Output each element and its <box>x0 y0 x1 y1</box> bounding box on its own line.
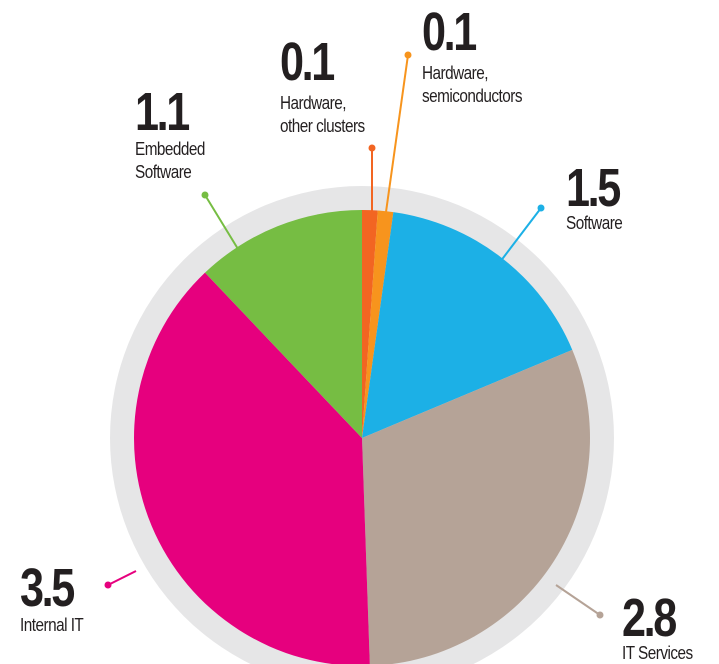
value-label: 1.5 <box>566 158 621 218</box>
value-label: 3.5 <box>20 558 75 618</box>
pie-slice <box>362 349 590 664</box>
pie-slice <box>362 212 573 438</box>
leader-line <box>555 584 601 616</box>
leader-line <box>499 207 542 263</box>
pie-slice <box>205 210 362 438</box>
pie-slice <box>134 272 370 664</box>
value-label: 0.1 <box>280 32 335 92</box>
leader-line <box>385 54 409 213</box>
value-label: 2.8 <box>622 588 677 648</box>
leader-dot <box>404 51 412 59</box>
value-label: 1.1 <box>135 82 190 142</box>
leader-dot <box>104 581 112 589</box>
category-label: IT Services <box>622 643 693 663</box>
leader-line <box>204 194 239 250</box>
leader-dot <box>368 144 376 152</box>
leader-dot <box>596 611 604 619</box>
leader-dot <box>201 191 209 199</box>
category-label: Hardware, semiconductors <box>422 63 523 106</box>
pie-slice <box>362 210 378 438</box>
category-label: Hardware, other clusters <box>280 93 365 136</box>
leader-line <box>107 570 137 586</box>
pie-slice <box>362 210 394 438</box>
category-label: Internal IT <box>20 615 84 635</box>
category-label: Software <box>566 213 623 233</box>
category-label: Embedded Software <box>135 139 205 182</box>
value-label: 0.1 <box>422 2 477 62</box>
leader-dot <box>537 204 545 212</box>
